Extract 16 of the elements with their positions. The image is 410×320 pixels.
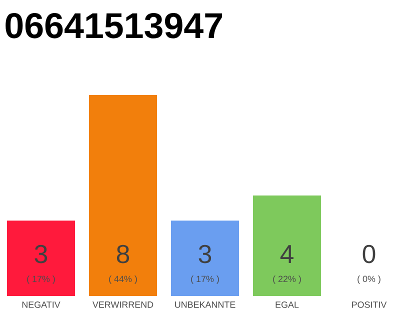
- data-label: 3: [34, 244, 48, 264]
- x-tick-label: NEGATIV: [22, 302, 60, 308]
- x-tick-label: POSITIV: [352, 302, 387, 308]
- x-tick-label: VERWIRREND: [92, 302, 154, 308]
- data-label: 4: [280, 245, 294, 263]
- annotation: ( 17% ): [191, 276, 219, 284]
- annotation: ( 44% ): [109, 276, 137, 284]
- annotation: ( 0% ): [358, 276, 380, 284]
- data-label: 0: [362, 244, 376, 264]
- annotation: ( 17% ): [27, 276, 55, 284]
- x-tick-label: EGAL: [276, 302, 299, 308]
- annotation: ( 22% ): [273, 276, 301, 284]
- data-label: 3: [198, 244, 212, 264]
- data-label: 8: [116, 244, 130, 264]
- x-tick-label: UNBEKANNTE: [175, 302, 236, 308]
- chart-title: 06641513947: [6, 12, 222, 38]
